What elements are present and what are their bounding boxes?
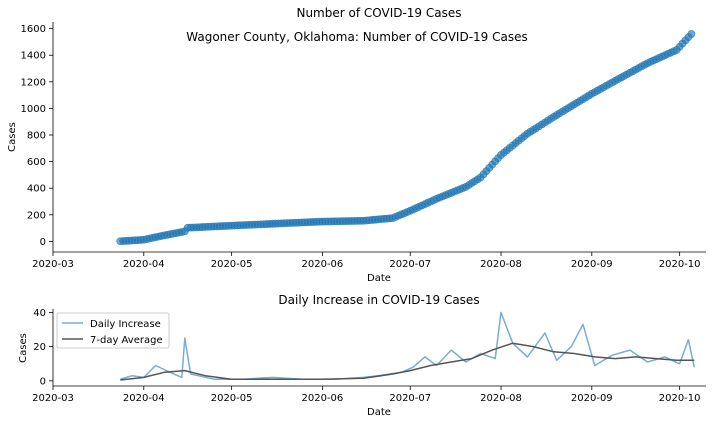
cases-x-tick-label: 2020-09 — [571, 259, 613, 270]
cases-y-tick-label: 200 — [27, 210, 46, 221]
daily-x-tick-label: 2020-07 — [389, 393, 431, 404]
cases-chart-subtitle: Wagoner County, Oklahoma: Number of COVI… — [186, 30, 527, 44]
cases-y-tick-label: 1200 — [21, 77, 46, 88]
daily-x-tick-label: 2020-09 — [571, 393, 613, 404]
daily-y-ticks: 0 20 40 — [33, 308, 53, 387]
cases-y-tick-label: 800 — [27, 131, 46, 142]
cases-x-tick-label: 2020-04 — [123, 259, 165, 270]
daily-y-axis-label: Cases — [18, 333, 29, 363]
legend-label-daily: Daily Increase — [90, 319, 161, 330]
daily-x-tick-label: 2020-10 — [659, 393, 701, 404]
legend-frame — [56, 312, 170, 349]
cases-x-tick-label: 2020-08 — [480, 259, 522, 270]
daily-x-tick-label: 2020-05 — [211, 393, 253, 404]
cases-x-tick-label: 2020-06 — [302, 259, 344, 270]
daily-chart-title: Daily Increase in COVID-19 Cases — [278, 293, 479, 307]
daily-chart: Daily Increase in COVID-19 Cases 2020-03… — [18, 293, 706, 418]
daily-legend: Daily Increase 7-day Average — [56, 312, 170, 349]
daily-x-tick-label: 2020-08 — [480, 393, 522, 404]
daily-x-ticks: 2020-03 2020-04 2020-05 2020-06 2020-07 2020-… — [32, 386, 701, 404]
seven-day-average-line — [120, 342, 695, 381]
cases-chart: Number of COVID-19 Cases Wagoner County,… — [7, 6, 706, 284]
daily-x-tick-label: 2020-03 — [32, 393, 74, 404]
cases-y-ticks: 0 200 400 600 800 1000 1200 1400 1600 — [21, 24, 53, 248]
daily-x-axis-label: Date — [367, 407, 391, 418]
cases-chart-title: Number of COVID-19 Cases — [296, 6, 461, 20]
cases-y-tick-label: 1400 — [21, 51, 46, 62]
cases-x-axis-label: Date — [367, 273, 391, 284]
cases-y-tick-label: 1000 — [21, 104, 46, 115]
cases-x-ticks: 2020-03 2020-04 2020-05 2020-06 2020-07 2020-… — [32, 252, 701, 270]
cases-x-tick-label: 2020-03 — [32, 259, 74, 270]
daily-y-tick-label: 20 — [33, 342, 46, 353]
cases-point — [687, 30, 696, 38]
daily-y-tick-label: 40 — [33, 308, 46, 319]
daily-series — [120, 311, 696, 381]
legend-label-avg: 7-day Average — [90, 335, 163, 346]
cases-x-tick-label: 2020-10 — [659, 259, 701, 270]
cases-x-tick-label: 2020-05 — [211, 259, 253, 270]
cases-y-axis-label: Cases — [7, 122, 18, 152]
cases-points — [116, 30, 696, 246]
cases-y-tick-label: 400 — [27, 184, 46, 195]
daily-x-tick-label: 2020-06 — [302, 393, 344, 404]
cases-y-tick-label: 600 — [27, 157, 46, 168]
cases-y-tick-label: 0 — [40, 237, 46, 248]
daily-increase-line — [120, 311, 696, 380]
daily-x-tick-label: 2020-04 — [123, 393, 165, 404]
daily-y-tick-label: 0 — [40, 376, 46, 387]
cases-y-tick-label: 1600 — [21, 24, 46, 35]
cases-x-tick-label: 2020-07 — [389, 259, 431, 270]
